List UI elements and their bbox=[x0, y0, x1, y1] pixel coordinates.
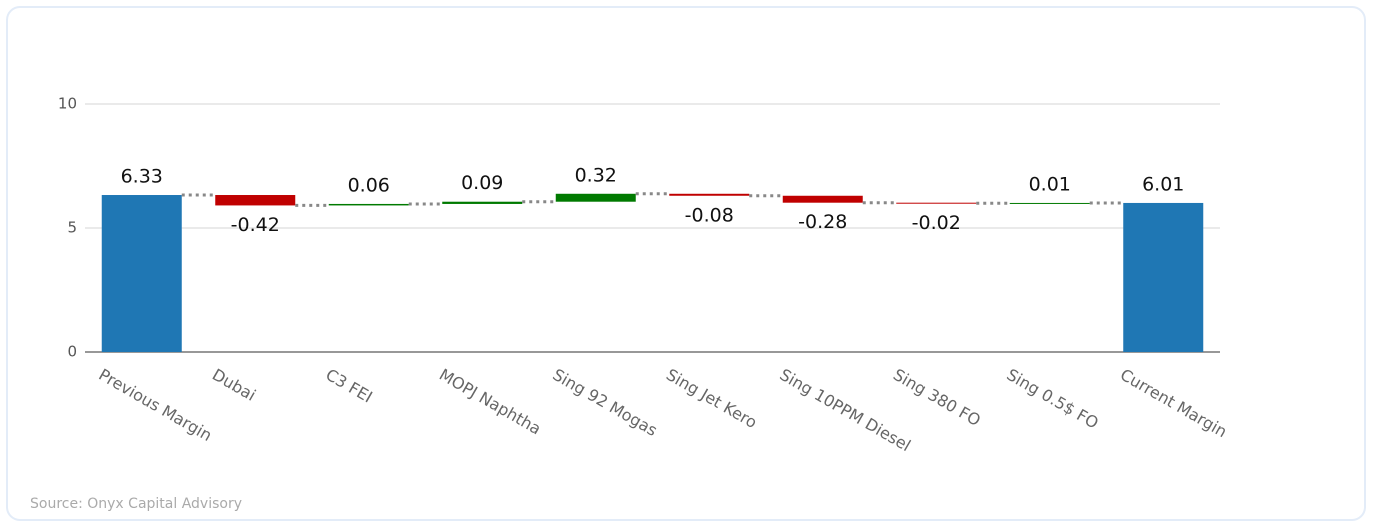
x-tick-label: Sing Jet Kero bbox=[663, 365, 760, 432]
data-label: 0.09 bbox=[461, 172, 503, 194]
data-label: 0.01 bbox=[1029, 173, 1071, 195]
x-tick-label: Sing 380 FO bbox=[890, 365, 984, 430]
bar bbox=[669, 193, 750, 196]
bar bbox=[896, 202, 977, 204]
x-tick-label: Sing 92 Mogas bbox=[550, 365, 661, 440]
source: Source: Onyx Capital Advisory bbox=[30, 496, 242, 512]
data-label: -0.02 bbox=[912, 212, 961, 234]
data-label: -0.08 bbox=[685, 204, 734, 226]
bar bbox=[1009, 202, 1090, 204]
x-tick-label: Sing 0.5$ FO bbox=[1004, 365, 1102, 433]
bar bbox=[101, 195, 182, 352]
y-tick-label: 0 bbox=[67, 343, 77, 361]
card bbox=[6, 6, 1366, 521]
x-tick-label: MOPJ Naphtha bbox=[436, 365, 544, 439]
data-label: -0.42 bbox=[231, 214, 280, 236]
x-tick-label: Previous Margin bbox=[96, 365, 216, 445]
bar bbox=[1123, 202, 1204, 352]
bar bbox=[555, 193, 636, 202]
bar bbox=[782, 195, 863, 203]
y-tick-label: 5 bbox=[67, 219, 77, 237]
data-label: 6.01 bbox=[1142, 173, 1184, 195]
x-tick-label: Current Margin bbox=[1117, 365, 1230, 441]
y-tick-label: 10 bbox=[58, 95, 77, 113]
data-label: 0.32 bbox=[575, 164, 617, 186]
x-tick-label: Dubai bbox=[209, 365, 259, 405]
data-label: 6.33 bbox=[121, 166, 163, 188]
bar bbox=[442, 201, 523, 204]
data-label: 0.06 bbox=[348, 174, 390, 196]
bar bbox=[215, 195, 296, 206]
x-tick-label: C3 FEI bbox=[323, 365, 376, 407]
data-label: -0.28 bbox=[798, 211, 847, 233]
bar bbox=[328, 203, 409, 206]
